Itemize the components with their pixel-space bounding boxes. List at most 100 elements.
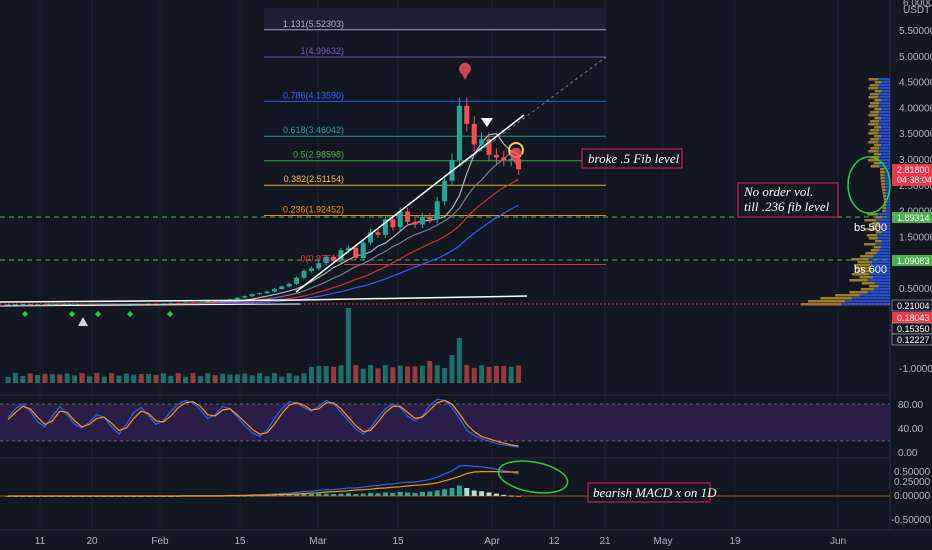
level-value-1: 1.89314 [897,213,930,223]
fib-level-label: 0.382(2.51154) [284,174,344,184]
candle-body [390,219,396,228]
macd-histogram-bar [294,494,300,496]
candle-body [27,303,33,305]
candle-body [5,304,11,306]
candle-body [294,277,300,284]
candle-body [338,250,344,261]
volume-bars [5,308,522,383]
volume-bar [301,373,307,383]
trendline-base[interactable] [0,299,301,303]
macd-histogram-bar [486,492,492,496]
volume-bar [486,366,492,383]
volume-bar [360,368,366,383]
candle-body [323,257,329,264]
volume-bar [249,375,255,383]
macd-tick-050: 0.50000 [894,467,931,478]
macd-histogram-bar [471,490,477,496]
candle-body [456,105,462,160]
fibonacci-retracement[interactable]: 1.131(5.52303) 1(4.99632) 0.786(4.13590) 0.… [264,8,606,265]
volume-bar [338,365,344,383]
volume-bar [160,373,166,383]
volume-bar [382,365,388,383]
macd-highlight-ellipse[interactable] [496,456,570,498]
currency-label: USDT [903,5,930,16]
volume-bar [353,365,359,383]
volume-bar [138,374,144,383]
stoch-line [7,399,519,447]
volume-bar [35,375,41,383]
candle-body [35,303,41,305]
volume-bar [101,376,107,383]
fib-trend-line[interactable] [459,56,607,167]
buy-diamond-icon [127,311,133,317]
candle-body [442,180,448,202]
candle-body [64,304,70,306]
candle-body [375,232,381,235]
volume-bar [516,365,522,383]
macd-histogram-bar [286,494,292,496]
candle-body [257,293,263,295]
candle-body [353,247,359,259]
volume-bar [257,373,263,383]
macd-histogram-bar [397,492,403,496]
candle-body [264,291,270,294]
trendline-upper[interactable] [295,114,525,293]
volume-bar [234,374,240,383]
price-scale-top-label: 6.00000 [903,0,932,9]
annotation-bearish-macd[interactable]: bearish MACD x on 1D [587,482,717,503]
candle-body [205,301,211,303]
macd-histogram-bar [331,494,337,496]
level-value-5: 0.15350 [897,324,930,334]
trendline-lower[interactable] [299,295,528,301]
volume-bar [227,374,233,383]
stoch-band [0,404,890,441]
price-tick: -1.00000 [899,364,932,375]
candle-body [146,303,152,305]
price-tick: 5.00000 [899,52,932,63]
volume-bar [331,366,337,383]
macd-histogram-bar [345,493,351,496]
price-tick: 3.00000 [899,155,932,166]
candle-body [101,303,107,305]
candle-body [242,296,248,298]
macd-histogram-bar [405,492,411,496]
volume-bar [57,374,63,383]
annotation-broke-fib[interactable]: broke .5 Fib level [581,148,683,169]
volume-bar [279,376,285,383]
macd-histogram-bar [501,494,507,496]
candle-body [79,303,85,305]
candle-body [516,158,522,170]
candle-body [493,154,499,158]
candle-body [197,302,203,304]
volume-bar [131,374,137,383]
stoch-tick-0: 0.00 [898,448,918,459]
annotation-bearish-macd-text: bearish MACD x on 1D [593,485,717,500]
volume-bar [493,365,499,383]
candle-body [397,211,403,228]
time-axis[interactable]: 11 20 Feb 15 Mar 15 Apr 12 21 May 19 Jun [35,536,846,547]
time-axis-label: Jun [830,536,846,547]
highlight-ellipse[interactable] [847,156,891,214]
signal-markers [22,62,524,326]
trendline-base-2[interactable] [0,303,301,307]
annotation-no-order[interactable]: No order vol. till .236 fib level [737,182,839,218]
price-tick: 2.50000 [899,181,932,192]
fib-level-label: 1.131(5.52303) [283,19,344,29]
macd-histogram-bar [301,494,307,496]
volume-bar [197,376,203,383]
candle-body [123,303,129,305]
macd-histogram-bar [279,494,285,496]
volume-bar [190,373,196,383]
candlestick-series[interactable] [5,97,522,306]
macd-histogram-bar [316,493,322,496]
volume-bar [242,373,248,383]
price-tick: 4.50000 [899,78,932,89]
stoch-tick-80: 80.00 [898,400,923,411]
candle-body [331,257,337,261]
volume-bar [20,375,26,383]
volume-bar [86,376,92,383]
volume-bar [308,366,314,383]
annotation-no-order-line2: till .236 fib level [744,199,830,214]
